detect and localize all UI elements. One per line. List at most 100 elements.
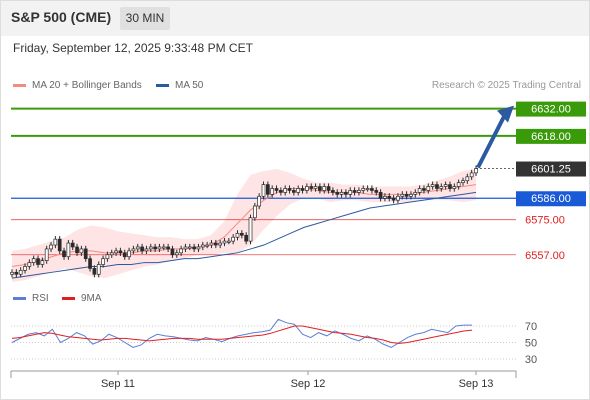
ma20-line [11, 184, 477, 267]
candle-body [23, 266, 27, 271]
candle-body [357, 190, 361, 193]
candle-body [88, 258, 92, 269]
candle-body [474, 168, 478, 174]
candle-body [409, 193, 413, 197]
time-label-sep-11: Sep 11 [101, 378, 135, 390]
candle-body [36, 258, 40, 265]
candle-body [283, 188, 288, 193]
candle-body [326, 186, 331, 191]
candle-body [166, 246, 170, 250]
candle-body [131, 248, 136, 252]
candle-body [383, 195, 387, 199]
level-label-6575.00: 6575.00 [525, 215, 565, 227]
candle-body [426, 186, 431, 191]
candle-body [192, 246, 196, 250]
candle-body [430, 184, 435, 187]
candle-body [456, 182, 461, 187]
candle-body [44, 248, 49, 261]
candle-body [153, 246, 157, 250]
level-box-6618.00 [516, 128, 586, 144]
candle-body [296, 188, 301, 193]
candle-body [335, 192, 340, 195]
level-box-6586.00 [516, 191, 586, 207]
candle-body [205, 244, 209, 247]
candle-body [114, 250, 118, 254]
candle-body [196, 246, 201, 250]
candle-body [135, 246, 140, 250]
candle-body [92, 268, 97, 275]
candle-body [14, 271, 19, 275]
candle-body [170, 248, 175, 256]
candle-body [448, 184, 452, 189]
rsi-tick-70: 70 [525, 321, 537, 333]
candle-body [49, 244, 53, 250]
candle-body [270, 188, 275, 195]
level-label-6557.00: 6557.00 [525, 250, 565, 262]
rsi-swatch [13, 296, 26, 300]
candle-body [244, 234, 249, 242]
candle-body [105, 254, 110, 260]
chart-timestamp: Friday, September 12, 2025 9:33:48 PM CE… [13, 41, 253, 55]
rsi-tick-50: 50 [525, 338, 537, 350]
candle-body [27, 262, 32, 267]
candle-body [279, 190, 283, 193]
candle-body [222, 240, 227, 244]
legend-rsi: RSI [13, 293, 49, 304]
candle-body [287, 188, 292, 191]
candle-body [18, 270, 23, 275]
credit-text: Research © 2025 Trading Central [431, 80, 581, 91]
candle-body [252, 205, 257, 219]
candle-body [331, 190, 335, 193]
candle-body [10, 271, 14, 275]
rsi-label: RSI [32, 293, 49, 304]
candle-body [374, 190, 379, 193]
ma9-label: 9MA [81, 293, 102, 304]
rsi-series-9ma [11, 325, 473, 344]
interval-badge[interactable]: 30 MIN [120, 7, 170, 30]
candle-body [248, 217, 253, 242]
candle-body [300, 188, 305, 191]
ma20-swatch [13, 83, 26, 87]
candle-body [53, 238, 58, 246]
level-box-6601.25 [516, 161, 586, 177]
candle-body [261, 184, 266, 197]
legend-ma50: MA 50 [156, 80, 203, 91]
candle-body [209, 242, 214, 246]
candle-body [443, 184, 448, 187]
candle-body [361, 188, 366, 191]
candle-body [213, 242, 218, 246]
candle-body [31, 258, 36, 263]
candle-body [157, 246, 162, 250]
candle-body [118, 250, 123, 254]
candle-body [439, 186, 444, 189]
level-label-6601.25: 6601.25 [531, 164, 571, 176]
ma50-label: MA 50 [175, 80, 204, 91]
symbol-title: S&P 500 (CME) [11, 9, 112, 25]
rsi-series-rsi [11, 318, 472, 349]
level-label-6618.00: 6618.00 [531, 131, 571, 143]
time-label-sep-12: Sep 12 [291, 378, 326, 390]
candle-body [422, 188, 426, 191]
candle-body [179, 248, 183, 254]
candle-body [96, 264, 101, 275]
candle-body [148, 246, 153, 250]
candle-body [365, 188, 370, 191]
candle-body [239, 232, 244, 236]
candle-body [465, 176, 470, 182]
candle-body [413, 192, 418, 195]
level-box-6632.00 [516, 101, 586, 117]
chart-header: S&P 500 (CME) 30 MIN [0, 0, 590, 36]
candle-body [318, 186, 322, 191]
ma9-swatch [62, 296, 75, 300]
candle-body [187, 246, 192, 249]
candle-body [452, 186, 457, 189]
candle-body [226, 240, 231, 243]
candle-body [339, 192, 344, 195]
candle-body [396, 195, 400, 201]
candle-body [435, 184, 439, 189]
candle-body [127, 250, 131, 258]
candle-body [274, 188, 279, 191]
candle-body [218, 242, 222, 246]
